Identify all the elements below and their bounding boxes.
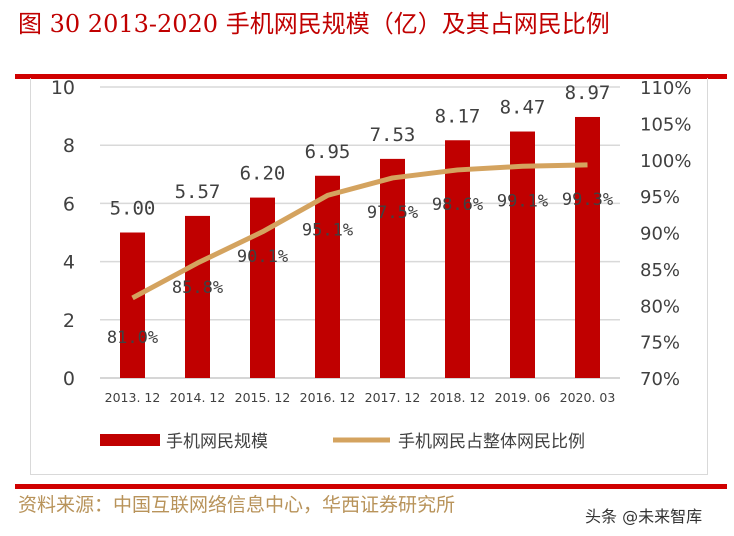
right-axis-tick: 70% — [640, 369, 680, 390]
left-axis-tick: 10 — [51, 77, 75, 99]
line-data-label: 98.6% — [432, 195, 483, 215]
bar — [380, 158, 405, 378]
right-axis-tick: 95% — [640, 187, 680, 208]
left-axis-tick: 8 — [63, 135, 75, 157]
top-divider — [15, 74, 727, 79]
x-axis-tick: 2020. 03 — [560, 390, 616, 405]
bar — [575, 116, 600, 379]
chart-title: 图 30 2013-2020 手机网民规模（亿）及其占网民比例 — [18, 10, 610, 38]
bar — [315, 175, 340, 378]
bar-data-label: 8.47 — [500, 97, 546, 119]
left-axis-tick: 2 — [63, 310, 75, 332]
bar-data-label: 7.53 — [370, 124, 416, 146]
right-axis-tick: 80% — [640, 296, 680, 317]
x-axis-tick: 2014. 12 — [170, 390, 226, 405]
legend-bar-swatch — [100, 434, 160, 446]
line-data-label: 90.1% — [237, 247, 288, 267]
line-data-label: 95.1% — [302, 220, 353, 240]
bar — [185, 215, 210, 378]
bar — [510, 131, 535, 378]
line-data-label: 97.5% — [367, 203, 418, 223]
left-axis-tick: 4 — [63, 252, 75, 274]
line-data-label: 81.0% — [107, 328, 158, 348]
bar-data-label: 8.97 — [565, 82, 611, 104]
bar-data-label: 8.17 — [435, 105, 481, 127]
bar — [445, 140, 470, 378]
x-axis-tick: 2013. 12 — [105, 390, 161, 405]
bar — [120, 232, 145, 378]
line-series — [131, 162, 588, 301]
bottom-divider — [15, 484, 727, 489]
left-axis-tick: 6 — [63, 193, 75, 215]
chart-frame — [30, 78, 708, 475]
right-axis-tick: 85% — [640, 260, 680, 281]
x-axis-tick: 2019. 06 — [495, 390, 551, 405]
bar-data-label: 5.57 — [175, 181, 221, 203]
bar-data-label: 6.95 — [305, 141, 351, 163]
x-axis-tick: 2015. 12 — [235, 390, 291, 405]
watermark: 头条 @未来智库 — [585, 507, 703, 526]
bar-data-label: 6.20 — [240, 163, 286, 185]
legend-bar-label: 手机网民规模 — [166, 432, 268, 452]
right-axis-tick: 110% — [640, 78, 691, 99]
source-note: 资料来源：中国互联网络信息中心，华西证券研究所 — [18, 494, 456, 516]
line-data-label: 99.3% — [562, 190, 613, 210]
x-axis-tick: 2016. 12 — [300, 390, 356, 405]
left-axis-tick: 0 — [63, 368, 75, 390]
legend-line-label: 手机网民占整体网民比例 — [398, 432, 585, 452]
right-axis-tick: 75% — [640, 333, 680, 354]
x-axis-tick: 2017. 12 — [365, 390, 421, 405]
x-axis-tick: 2018. 12 — [430, 390, 486, 405]
right-axis-tick: 90% — [640, 224, 680, 245]
line-data-label: 85.8% — [172, 278, 223, 298]
right-axis-tick: 105% — [640, 114, 691, 135]
right-axis-tick: 100% — [640, 151, 691, 172]
line-data-label: 99.1% — [497, 191, 548, 211]
bar-data-label: 5.00 — [110, 198, 156, 220]
